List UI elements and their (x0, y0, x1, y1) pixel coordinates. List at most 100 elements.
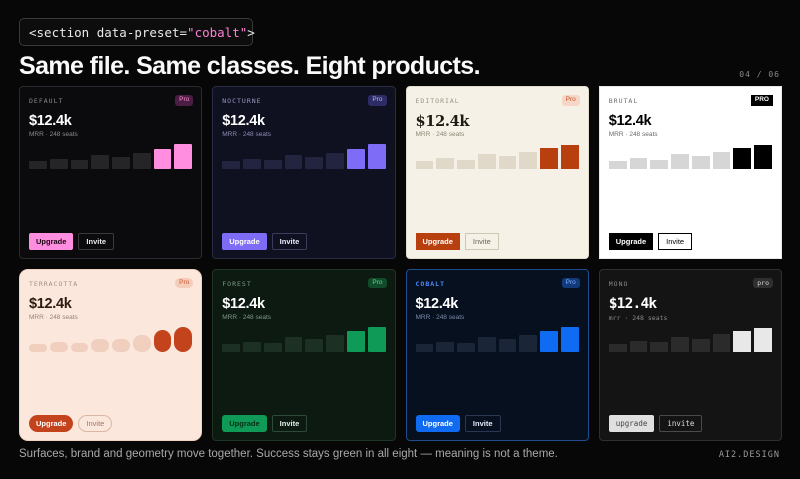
chart-bar (263, 160, 282, 169)
upgrade-button[interactable]: upgrade (608, 415, 655, 432)
mrr-value: $12.4k (29, 295, 72, 312)
chart-bar (29, 161, 47, 169)
preset-card-forest: FOREST Pro $12.4k MRR · 248 seats Upgrad… (212, 268, 396, 441)
card-actions: Upgrade Invite (415, 232, 499, 250)
chart-bar (712, 334, 731, 352)
mini-bar-chart (608, 326, 772, 352)
mini-bar-chart (29, 326, 193, 352)
slide-pager: 04 / 06 (739, 70, 780, 79)
plan-badge: Pro (368, 277, 387, 288)
chart-bar (477, 153, 496, 169)
chart-bar (477, 337, 496, 352)
chart-bar (243, 341, 261, 352)
chart-bar (540, 331, 558, 352)
chart-bar (671, 153, 689, 169)
invite-button[interactable]: Invite (658, 232, 693, 250)
chart-bar (519, 152, 538, 169)
footer-caption: Surfaces, brand and geometry move togeth… (19, 448, 558, 460)
chart-bar (457, 342, 475, 352)
upgrade-button[interactable]: Upgrade (29, 415, 74, 432)
chart-bar (49, 159, 68, 169)
chart-bar (367, 326, 386, 352)
preset-name: BRUTAL (608, 97, 639, 105)
code-prefix: <section data-preset= (29, 24, 188, 40)
preset-name: NOCTURNE (222, 97, 262, 105)
chart-bar (415, 343, 434, 352)
mini-bar-chart (415, 326, 579, 352)
card-actions: upgrade invite (608, 415, 703, 432)
mrr-value: $12.4k (415, 295, 459, 312)
chart-bar (498, 339, 517, 352)
card-actions: Upgrade Invite (222, 415, 308, 432)
plan-badge: Pro (175, 277, 194, 288)
chart-bar (733, 148, 752, 169)
mini-bar-chart (29, 143, 193, 169)
preset-name: TERRACOTTA (29, 279, 79, 288)
preset-card-cobalt: COBALT Pro $12.4k MRR · 248 seats Upgrad… (405, 268, 589, 441)
chart-bar (326, 335, 344, 352)
mrr-meta: MRR · 248 seats (415, 131, 465, 138)
chart-bar (498, 156, 517, 169)
mini-bar-chart (415, 143, 579, 169)
plan-badge: pro (753, 277, 773, 288)
invite-button[interactable]: Invite (78, 415, 113, 432)
chart-bar (650, 159, 669, 169)
chart-bar (222, 343, 241, 352)
chart-bar (415, 161, 434, 169)
mrr-meta: MRR · 248 seats (29, 131, 78, 138)
upgrade-button[interactable]: Upgrade (415, 415, 460, 432)
card-actions: Upgrade Invite (608, 232, 693, 250)
mrr-meta: MRR · 248 seats (415, 313, 465, 321)
mrr-value: $12.4k (608, 295, 657, 312)
invite-button[interactable]: Invite (464, 232, 499, 250)
upgrade-button[interactable]: Upgrade (29, 232, 74, 250)
code-suffix: > (247, 24, 255, 40)
chart-bar (153, 148, 172, 169)
chart-bar (691, 338, 710, 352)
chart-bar (29, 343, 47, 352)
invite-button[interactable]: Invite (271, 232, 308, 250)
preset-name: FOREST (222, 279, 252, 288)
card-actions: Upgrade Invite (222, 232, 308, 250)
upgrade-button[interactable]: Upgrade (415, 232, 460, 250)
upgrade-button[interactable]: Upgrade (608, 232, 654, 250)
preset-code-chip: <section data-preset= "cobalt" > (19, 18, 255, 46)
invite-button[interactable]: Invite (464, 415, 501, 432)
plan-badge: Pro (175, 95, 194, 106)
preset-card-default: DEFAULT Pro $12.4k MRR · 248 seats Upgra… (19, 86, 203, 259)
upgrade-button[interactable]: Upgrade (222, 415, 267, 432)
plan-badge: Pro (561, 277, 580, 288)
preset-card-brutal: BRUTAL PRO $12.4k MRR · 248 seats Upgrad… (598, 86, 782, 259)
mrr-value: $12.4k (29, 113, 72, 129)
mrr-value: $12.4k (415, 113, 470, 130)
chart-bar (540, 148, 558, 169)
chart-bar (326, 152, 344, 169)
chart-bar (650, 342, 669, 352)
chart-bar (70, 342, 89, 352)
upgrade-button[interactable]: Upgrade (222, 232, 267, 250)
chart-bar (70, 160, 89, 169)
card-actions: Upgrade Invite (29, 415, 113, 432)
preset-card-nocturne: NOCTURNE Pro $12.4k MRR · 248 seats Upgr… (212, 86, 396, 259)
chart-bar (733, 330, 752, 352)
brand-mark: AI2.DESIGN (718, 450, 780, 460)
chart-bar (91, 154, 110, 169)
code-preset-value: "cobalt" (187, 24, 248, 40)
plan-badge: PRO (750, 95, 773, 106)
invite-button[interactable]: invite (659, 415, 703, 432)
chart-bar (629, 340, 648, 352)
chart-bar (754, 327, 772, 352)
preset-card-terracotta: TERRACOTTA Pro $12.4k MRR · 248 seats Up… (19, 268, 203, 441)
invite-button[interactable]: Invite (271, 415, 308, 432)
mrr-value: $12.4k (222, 295, 265, 312)
chart-bar (346, 331, 365, 352)
plan-badge: Pro (561, 95, 580, 106)
chart-bar (112, 339, 130, 352)
card-actions: Upgrade Invite (29, 232, 115, 250)
preset-name: COBALT (415, 279, 445, 288)
chart-bar (346, 148, 365, 169)
chart-bar (174, 326, 193, 352)
preset-card-mono: MONO pro $12.4k mrr · 248 seats upgrade … (598, 268, 782, 441)
invite-button[interactable]: Invite (78, 232, 115, 250)
chart-bar (305, 156, 324, 169)
